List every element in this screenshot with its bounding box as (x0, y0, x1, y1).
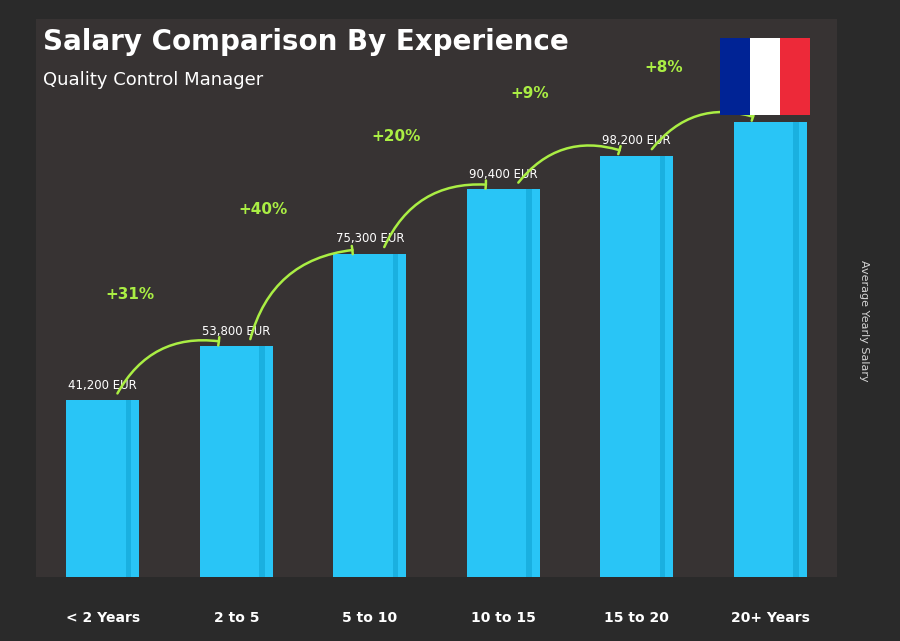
Bar (333, 254, 407, 577)
Bar (259, 346, 265, 577)
Bar (793, 122, 799, 577)
Bar (66, 400, 140, 577)
Text: 90,400 EUR: 90,400 EUR (469, 167, 537, 181)
Bar (600, 156, 673, 577)
Bar (734, 122, 807, 577)
Text: +20%: +20% (372, 129, 421, 144)
Text: 98,200 EUR: 98,200 EUR (602, 134, 671, 147)
Bar (660, 156, 665, 577)
Text: Quality Control Manager: Quality Control Manager (42, 71, 263, 88)
Text: < 2 Years: < 2 Years (66, 612, 140, 625)
Text: 75,300 EUR: 75,300 EUR (336, 232, 404, 246)
Bar (200, 346, 273, 577)
Bar (780, 38, 810, 115)
Text: +8%: +8% (644, 60, 683, 75)
Text: +9%: +9% (510, 86, 549, 101)
Bar (392, 254, 399, 577)
Text: 106,000 EUR: 106,000 EUR (733, 101, 808, 113)
Bar (466, 189, 540, 577)
Bar (125, 400, 131, 577)
Bar (720, 38, 750, 115)
Text: 41,200 EUR: 41,200 EUR (68, 379, 137, 392)
Text: 53,800 EUR: 53,800 EUR (202, 324, 270, 338)
Text: Salary Comparison By Experience: Salary Comparison By Experience (42, 28, 569, 56)
Text: 15 to 20: 15 to 20 (604, 612, 670, 625)
Text: +40%: +40% (238, 201, 288, 217)
Text: +31%: +31% (105, 287, 154, 303)
Text: 20+ Years: 20+ Years (731, 612, 810, 625)
Text: Average Yearly Salary: Average Yearly Salary (859, 260, 869, 381)
Bar (750, 38, 780, 115)
Text: 5 to 10: 5 to 10 (342, 612, 397, 625)
Text: 2 to 5: 2 to 5 (213, 612, 259, 625)
Text: 10 to 15: 10 to 15 (471, 612, 536, 625)
Bar (526, 189, 532, 577)
